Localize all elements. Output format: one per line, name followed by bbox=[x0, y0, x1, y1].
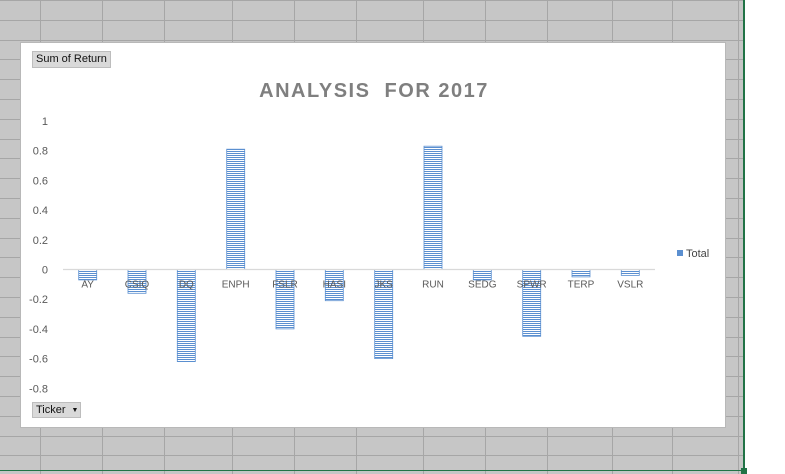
chart-legend: Total bbox=[677, 248, 709, 260]
y-tick-label: 0.4 bbox=[33, 205, 48, 217]
ticker-filter-button[interactable]: Ticker ▼ bbox=[32, 402, 81, 418]
y-tick-label: 0.2 bbox=[33, 235, 48, 247]
fill-handle[interactable] bbox=[741, 468, 747, 474]
pivot-chart[interactable]: Sum of Return ANALYSIS FOR 2017 1 0.8 0.6 0… bbox=[20, 42, 726, 428]
y-tick-label: 0.8 bbox=[33, 146, 48, 158]
legend-swatch bbox=[677, 250, 683, 256]
y-tick-label: -0.8 bbox=[29, 383, 48, 395]
x-tick-label: CSIQ bbox=[125, 280, 150, 291]
value-field-label: Sum of Return bbox=[36, 53, 107, 65]
x-tick-label: AY bbox=[81, 280, 94, 291]
ticker-field-label: Ticker bbox=[36, 404, 66, 416]
y-tick-label: -0.2 bbox=[29, 294, 48, 306]
bar-enph[interactable] bbox=[226, 148, 246, 270]
y-tick-label: -0.6 bbox=[29, 354, 48, 366]
legend-label: Total bbox=[686, 248, 710, 260]
x-tick-label: TERP bbox=[568, 280, 595, 291]
value-field-button[interactable]: Sum of Return bbox=[32, 51, 111, 68]
bar-terp[interactable] bbox=[571, 269, 591, 278]
bar-vslr[interactable] bbox=[620, 269, 640, 276]
selection-border-bottom bbox=[0, 470, 744, 471]
bar-ay[interactable] bbox=[78, 269, 98, 281]
y-tick-label: 0.6 bbox=[33, 175, 48, 187]
chart-title: ANALYSIS FOR 2017 bbox=[259, 80, 489, 102]
bar-fslr[interactable] bbox=[275, 269, 295, 330]
bar-sedg[interactable] bbox=[472, 269, 492, 281]
adjacent-sheet-pane[interactable] bbox=[744, 0, 785, 474]
y-tick-label: 1 bbox=[42, 116, 48, 128]
chart-plot: 1 0.8 0.6 0.4 0.2 0 -0.2 -0.4 -0.6 -0.8 AY CSIQ DQ E… bbox=[29, 116, 655, 395]
x-tick-label: DQ bbox=[179, 280, 194, 291]
y-tick-label: 0 bbox=[42, 265, 48, 277]
x-tick-label: RUN bbox=[422, 280, 444, 291]
selection-border bbox=[743, 0, 745, 471]
x-tick-label: JKS bbox=[374, 280, 393, 291]
x-tick-label: VSLR bbox=[617, 280, 643, 291]
x-tick-label: HASI bbox=[323, 280, 346, 291]
x-tick-label: FSLR bbox=[272, 280, 298, 291]
bar-run[interactable] bbox=[423, 145, 443, 270]
x-tick-label: SEDG bbox=[468, 280, 497, 291]
x-tick-label: ENPH bbox=[222, 280, 250, 291]
x-tick-label: SPWR bbox=[517, 280, 547, 291]
dropdown-arrow-icon: ▼ bbox=[71, 407, 79, 414]
y-tick-label: -0.4 bbox=[29, 324, 48, 336]
